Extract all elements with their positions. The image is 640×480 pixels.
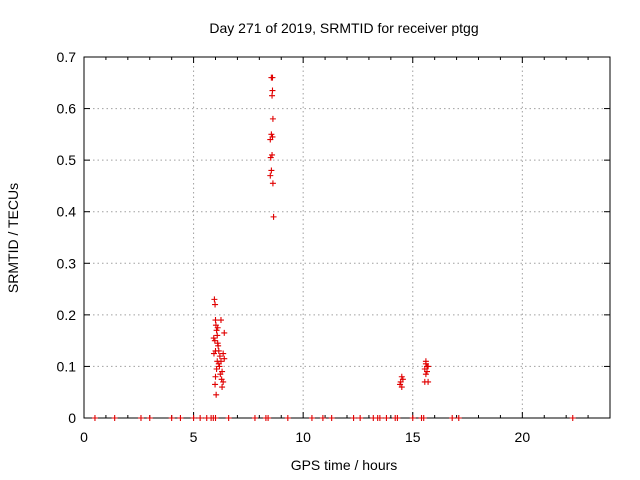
data-point <box>197 415 204 421</box>
data-point <box>319 415 326 421</box>
y-tick-label: 0.5 <box>57 152 77 168</box>
data-point <box>423 368 430 375</box>
x-tick-label: 0 <box>80 429 88 445</box>
data-point <box>216 353 223 360</box>
data-point <box>270 213 277 220</box>
y-tick-label: 0.3 <box>57 255 77 271</box>
data-point <box>308 415 315 421</box>
data-point <box>214 358 221 365</box>
x-axis-label: GPS time / hours <box>291 457 398 473</box>
data-point <box>269 92 276 99</box>
data-point <box>268 131 275 138</box>
data-point <box>212 373 219 380</box>
data-point <box>268 74 275 81</box>
data-point <box>221 329 228 336</box>
data-point <box>214 332 221 339</box>
data-point <box>269 180 276 187</box>
data-point <box>251 415 258 421</box>
data-point <box>215 342 222 349</box>
data-point <box>455 415 462 421</box>
data-point <box>91 415 98 421</box>
y-tick-label: 0.6 <box>57 101 77 117</box>
data-point <box>267 136 274 143</box>
x-tick-label: 5 <box>190 429 198 445</box>
data-point <box>409 415 416 421</box>
data-point <box>225 415 232 421</box>
data-point <box>350 415 357 421</box>
data-point <box>219 384 226 391</box>
data-point <box>398 373 405 380</box>
data-point <box>213 327 220 334</box>
data-point <box>425 378 432 385</box>
data-point <box>212 415 219 421</box>
data-point <box>420 415 427 421</box>
data-point <box>265 415 272 421</box>
data-point <box>217 317 224 324</box>
data-point <box>213 366 220 373</box>
data-point <box>422 360 429 367</box>
data-point <box>211 296 218 303</box>
data-point <box>399 376 406 383</box>
data-point <box>211 337 218 344</box>
axis-ticks <box>83 56 610 419</box>
chart-title: Day 271 of 2019, SRMTID for receiver ptg… <box>209 20 478 36</box>
data-point <box>268 167 275 174</box>
data-point <box>220 350 227 357</box>
data-points <box>91 74 576 421</box>
data-point <box>214 324 221 331</box>
data-point <box>190 415 197 421</box>
x-tick-label: 20 <box>515 429 531 445</box>
data-point <box>137 415 144 421</box>
data-point <box>111 415 118 421</box>
data-point <box>357 415 364 421</box>
y-tick-labels: 0 0.1 0.2 0.3 0.4 0.5 0.6 0.7 <box>57 49 77 426</box>
x-tick-labels: 0 5 10 15 20 <box>80 429 530 445</box>
y-tick-label: 0.4 <box>57 204 77 220</box>
data-point <box>267 172 274 179</box>
data-point <box>449 415 456 421</box>
data-point <box>569 415 576 421</box>
data-point <box>212 301 219 308</box>
data-point <box>177 415 184 421</box>
data-point <box>269 151 276 158</box>
data-point <box>269 115 276 122</box>
data-point <box>394 415 401 421</box>
data-point <box>328 415 335 421</box>
data-point <box>146 415 153 421</box>
data-point <box>383 415 390 421</box>
x-tick-label: 10 <box>295 429 311 445</box>
data-point <box>212 381 219 388</box>
plot-frame <box>83 56 611 419</box>
y-tick-label: 0.2 <box>57 307 77 323</box>
data-point <box>210 335 217 342</box>
data-point <box>284 415 291 421</box>
data-point <box>376 415 383 421</box>
data-point <box>220 378 227 385</box>
data-point <box>212 317 219 324</box>
data-point <box>397 381 404 388</box>
y-axis-label: SRMTID / TECUs <box>5 183 21 293</box>
y-tick-label: 0.1 <box>57 358 77 374</box>
data-point <box>269 87 276 94</box>
y-tick-label: 0.7 <box>57 49 77 65</box>
data-point <box>210 350 217 357</box>
data-point <box>221 355 228 362</box>
data-point <box>216 363 223 370</box>
y-tick-label: 0 <box>68 410 76 426</box>
data-point <box>217 371 224 378</box>
data-point <box>267 154 274 161</box>
grid-lines <box>84 57 610 418</box>
data-point <box>422 371 429 378</box>
x-tick-label: 15 <box>405 429 421 445</box>
data-point <box>213 391 220 398</box>
data-point <box>168 415 175 421</box>
